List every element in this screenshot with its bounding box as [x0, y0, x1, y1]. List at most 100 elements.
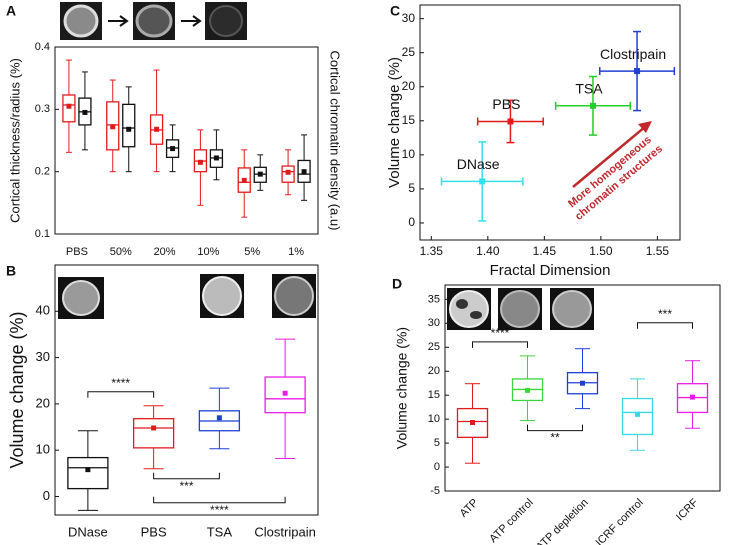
cell-image	[274, 276, 314, 316]
mean-marker	[170, 146, 176, 152]
significance-label: ****	[111, 376, 130, 390]
box	[297, 159, 311, 183]
x-tick-label: DNase	[68, 524, 108, 539]
x-tick-label: ICRF control	[594, 497, 646, 545]
y-axis-label: Volume change (%)	[394, 327, 410, 449]
mean-marker	[470, 419, 475, 425]
significance-bracket	[153, 472, 220, 480]
point	[479, 178, 486, 185]
arrow	[181, 15, 202, 27]
y-tick-label: -5	[430, 485, 440, 497]
box	[132, 418, 175, 449]
box	[237, 167, 251, 193]
box	[62, 94, 76, 123]
x-tick-label: 1.55	[646, 244, 670, 258]
y-tick-label: 0	[434, 461, 440, 473]
significance-bracket	[472, 341, 528, 348]
mean-marker	[282, 390, 288, 396]
plot-frame	[419, 4, 681, 241]
y-axis-label: Volume change (%)	[7, 311, 27, 468]
mean-marker	[213, 155, 219, 161]
y-tick-label: 30	[428, 317, 440, 329]
mean-marker	[690, 394, 695, 400]
box	[621, 397, 654, 436]
mean-marker	[154, 126, 160, 132]
y-axis-label: Volume change (%)	[386, 57, 403, 188]
mean-marker	[635, 411, 640, 417]
x-tick-label: 5%	[244, 246, 260, 258]
annotation-arrow	[572, 125, 647, 188]
panel-letter: D	[392, 276, 402, 292]
x-tick-label: 1.40	[476, 244, 500, 258]
mean-marker	[110, 124, 116, 130]
point-label: PBS	[492, 96, 520, 112]
mean-marker	[85, 467, 91, 473]
box	[106, 101, 120, 151]
mean-marker	[82, 109, 88, 115]
x-tick-label: 10%	[197, 246, 219, 258]
y-tick-label: 5	[434, 437, 440, 449]
x-tick-label: 20%	[154, 246, 176, 258]
mean-marker	[301, 169, 307, 175]
y-tick-label: 10	[36, 442, 50, 457]
significance-bracket	[637, 322, 693, 329]
box	[67, 456, 109, 490]
significance-label: ***	[179, 479, 193, 493]
y-tick-label: 0.2	[35, 166, 50, 178]
y-axis-label: Cortical thickness/radius (%)	[7, 58, 22, 223]
point	[634, 68, 641, 75]
cell-image	[62, 280, 100, 316]
mean-marker	[580, 380, 585, 386]
y-tick-label: 20	[402, 79, 416, 93]
plot-frame	[54, 46, 319, 235]
significance-bracket	[87, 391, 155, 398]
mean-marker	[241, 177, 247, 183]
significance-label: ***	[658, 307, 672, 321]
cell-image	[135, 4, 173, 38]
significance-label: **	[550, 431, 560, 445]
cell-image	[202, 276, 242, 316]
y-tick-label: 15	[428, 389, 440, 401]
box	[122, 103, 136, 148]
y-tick-label: 25	[428, 341, 440, 353]
y-tick-label: 10	[428, 413, 440, 425]
box	[456, 407, 489, 438]
significance-bracket	[153, 496, 286, 504]
x-tick-label: ATP control	[487, 497, 535, 545]
cell-image	[470, 311, 482, 319]
cell-image	[63, 4, 99, 38]
panel-letter: C	[390, 3, 400, 19]
mean-marker	[197, 159, 203, 165]
x-tick-label: PBS	[141, 524, 167, 539]
y-tick-label: 20	[428, 365, 440, 377]
panel-letter: A	[6, 3, 16, 19]
plot-frame	[54, 264, 319, 516]
y-tick-label: 0	[408, 215, 415, 229]
plot-frame	[444, 284, 721, 492]
y-tick-label: 5	[408, 181, 415, 195]
x-tick-label: ATP depletion	[534, 497, 591, 545]
mean-marker	[151, 425, 157, 431]
box	[264, 376, 306, 414]
y-tick-label: 20	[36, 395, 50, 410]
x-tick-label: 1.50	[589, 244, 613, 258]
mean-marker	[126, 126, 132, 132]
cell-image	[500, 290, 540, 328]
y-tick-label: 30	[36, 349, 50, 364]
y-tick-label: 0.4	[35, 41, 50, 53]
cell-image	[449, 290, 489, 328]
point	[507, 118, 514, 125]
mean-marker	[257, 171, 263, 177]
y2-axis-label: Cortical chromatin density (a.u)	[328, 51, 343, 231]
significance-bracket	[527, 424, 583, 432]
x-tick-label: 50%	[110, 246, 132, 258]
x-tick-label: 1.45	[533, 244, 557, 258]
x-axis-label: Fractal Dimension	[490, 262, 611, 279]
y-tick-label: 25	[402, 45, 416, 59]
point-label: DNase	[457, 156, 500, 172]
x-tick-label: 1.35	[420, 244, 444, 258]
y-tick-label: 40	[36, 303, 50, 318]
mean-marker	[525, 387, 530, 393]
box	[281, 165, 295, 183]
